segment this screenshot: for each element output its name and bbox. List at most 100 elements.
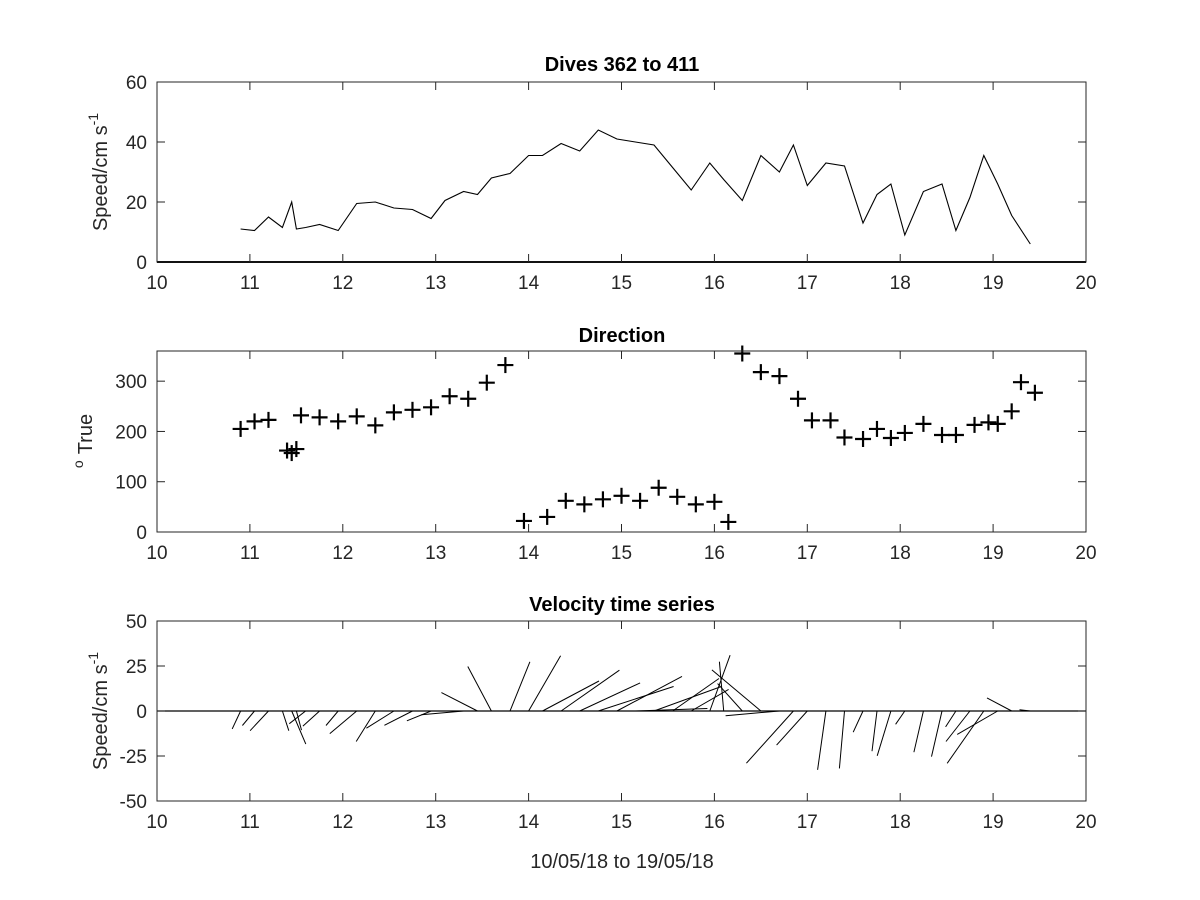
velocity-stick (598, 686, 674, 712)
direction-point (947, 426, 964, 443)
direction-point (311, 409, 328, 426)
speed-panel-title: Dives 362 to 411 (545, 54, 700, 76)
velocity-stick (913, 710, 924, 753)
x-tick-label: 11 (240, 812, 260, 833)
velocity-stick (672, 678, 720, 712)
velocity-stick (776, 710, 808, 746)
speed-ticks: 10 11 12 13 14 15 16 17 18 19 20 0 20 40 60 (126, 73, 1097, 294)
x-tick-label: 18 (890, 543, 911, 564)
velocity-stick (542, 680, 600, 712)
y-tick-label: 0 (136, 702, 147, 723)
direction-panel: Direction 10 11 12 13 14 15 16 17 18 19 2001002003… (70, 325, 1097, 564)
x-tick-label: 12 (332, 543, 353, 564)
y-tick-label: -50 (120, 792, 147, 813)
velocity-stick (817, 710, 827, 770)
velocity-stick (281, 710, 290, 731)
x-tick-label: 17 (797, 273, 818, 294)
velocity-stick (718, 661, 725, 712)
x-tick-label: 16 (704, 543, 725, 564)
direction-point (1026, 384, 1043, 401)
direction-point (632, 492, 649, 509)
x-tick-label: 20 (1075, 543, 1096, 564)
x-tick-label: 17 (797, 812, 818, 833)
x-tick-label: 11 (240, 543, 260, 564)
direction-point (423, 399, 440, 416)
y-tick-label: 0 (136, 523, 147, 544)
x-tick-label: 13 (425, 273, 446, 294)
direction-marks (232, 345, 1043, 530)
direction-point (720, 513, 737, 530)
velocity-stick (946, 710, 985, 764)
velocity-stick (441, 692, 478, 712)
direction-point (613, 487, 630, 504)
direction-point (515, 512, 532, 529)
x-tick-label: 14 (518, 812, 540, 833)
x-tick-label: 10 (146, 273, 167, 294)
velocity-stick (986, 697, 1012, 712)
velocity-stick (288, 710, 306, 725)
direction-point (330, 413, 347, 430)
speed-axes-box (156, 81, 1087, 263)
velocity-stick (579, 682, 641, 712)
velocity-stick (528, 655, 562, 712)
direction-point (232, 420, 249, 437)
velocity-stick (295, 710, 302, 731)
velocity-stick (509, 661, 531, 712)
x-tick-label: 15 (611, 543, 632, 564)
direction-point (478, 374, 495, 391)
velocity-stick (325, 710, 339, 726)
direction-point (260, 411, 277, 428)
x-tick-label: 10 (146, 543, 167, 564)
velocity-stick (406, 710, 432, 722)
direction-point (734, 345, 751, 362)
direction-point (896, 424, 913, 441)
x-tick-label: 13 (425, 543, 446, 564)
direction-point (934, 426, 951, 443)
velocity-stick (1019, 709, 1031, 712)
x-tick-label: 16 (704, 273, 725, 294)
velocity-stick (329, 710, 358, 734)
velocity-ticks: 10 11 12 13 14 15 16 17 18 19 20 -50 -25 0 25 50 (120, 612, 1097, 833)
velocity-stick (956, 710, 998, 735)
y-tick-label: 300 (115, 372, 147, 393)
velocity-stick (852, 710, 864, 733)
direction-point (790, 390, 807, 407)
direction-point (803, 412, 820, 429)
speed-marks (157, 129, 1086, 263)
direction-point (868, 420, 885, 437)
y-tick-label: -25 (120, 747, 147, 768)
y-tick-label: 20 (126, 193, 147, 214)
y-tick-label: 60 (126, 73, 147, 94)
velocity-stick (945, 710, 971, 742)
direction-point (557, 492, 574, 509)
x-tick-label: 14 (518, 273, 540, 294)
velocity-panel-title: Velocity time series (529, 594, 715, 616)
direction-point (367, 417, 384, 434)
velocity-stick (467, 666, 492, 712)
direction-point (539, 508, 556, 525)
direction-point (706, 493, 723, 510)
velocity-stick (560, 669, 620, 712)
x-tick-label: 13 (425, 812, 446, 833)
direction-point (1012, 374, 1029, 391)
x-tick-label: 16 (704, 812, 725, 833)
velocity-stick (421, 710, 464, 716)
direction-point (650, 479, 667, 496)
x-tick-label: 17 (797, 543, 818, 564)
velocity-stick (249, 710, 269, 732)
velocity-stick (711, 669, 762, 712)
y-tick-label: 0 (136, 253, 147, 274)
velocity-stick (242, 710, 255, 726)
direction-point (348, 408, 365, 425)
velocity-panel: Velocity time series 10 11 12 13 14 15 16 17 18 1… (85, 594, 1097, 873)
velocity-stick (384, 710, 413, 726)
x-tick-label: 12 (332, 812, 353, 833)
direction-point (669, 488, 686, 505)
velocity-stick (302, 710, 320, 727)
velocity-stick (355, 710, 376, 742)
x-tick-label: 18 (890, 812, 911, 833)
direction-point (882, 429, 899, 446)
x-tick-label: 20 (1075, 812, 1096, 833)
x-tick-label: 14 (518, 543, 540, 564)
